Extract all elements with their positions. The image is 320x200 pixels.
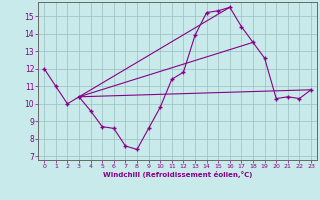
X-axis label: Windchill (Refroidissement éolien,°C): Windchill (Refroidissement éolien,°C) (103, 171, 252, 178)
